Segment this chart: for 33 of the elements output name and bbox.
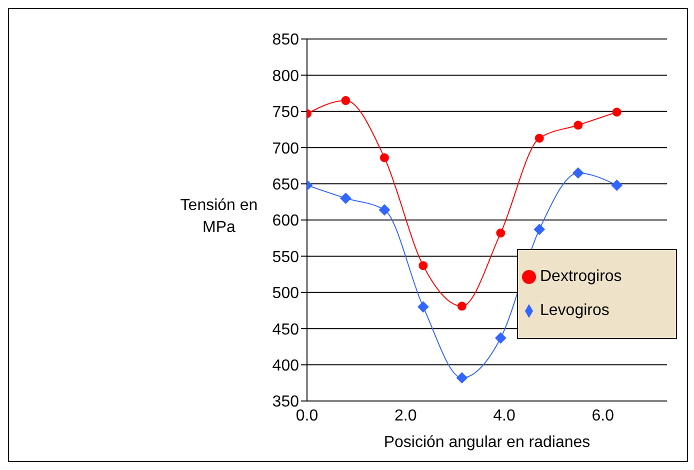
point xyxy=(496,228,506,238)
point xyxy=(418,261,428,270)
x-axis-title: Posición angular en radianes xyxy=(384,434,590,451)
y-tick-label: 800 xyxy=(272,68,300,85)
point xyxy=(534,134,544,143)
point xyxy=(612,108,622,117)
y-tick-label: 750 xyxy=(272,104,300,122)
point xyxy=(457,302,466,311)
point xyxy=(418,301,429,312)
x-tick-label: 4.0 xyxy=(493,407,516,424)
y-tick-label: 400 xyxy=(272,357,300,374)
y-tick-label: 650 xyxy=(272,176,300,194)
y-tick-label: 600 xyxy=(272,212,300,230)
point xyxy=(495,332,506,344)
y-tick-label: 450 xyxy=(272,321,300,338)
x-tick-label: 2.0 xyxy=(394,407,417,424)
point xyxy=(378,204,390,216)
legend-label: Levogiros xyxy=(540,302,610,319)
y-axis-title: Tensión en MPa xyxy=(180,197,258,236)
point xyxy=(380,153,389,162)
point xyxy=(340,192,352,204)
point xyxy=(611,180,622,191)
y-tick-label: 850 xyxy=(272,32,300,49)
y-tick-label: 700 xyxy=(272,140,300,158)
point xyxy=(341,96,350,106)
x-tick-label: 6.0 xyxy=(592,407,614,424)
legend-label: Dextrogiros xyxy=(540,268,622,285)
point xyxy=(456,372,468,384)
y-tick-label: 550 xyxy=(272,248,300,266)
point xyxy=(534,224,545,235)
y-tick-label: 500 xyxy=(272,285,300,302)
point xyxy=(572,167,584,178)
point xyxy=(574,120,583,130)
